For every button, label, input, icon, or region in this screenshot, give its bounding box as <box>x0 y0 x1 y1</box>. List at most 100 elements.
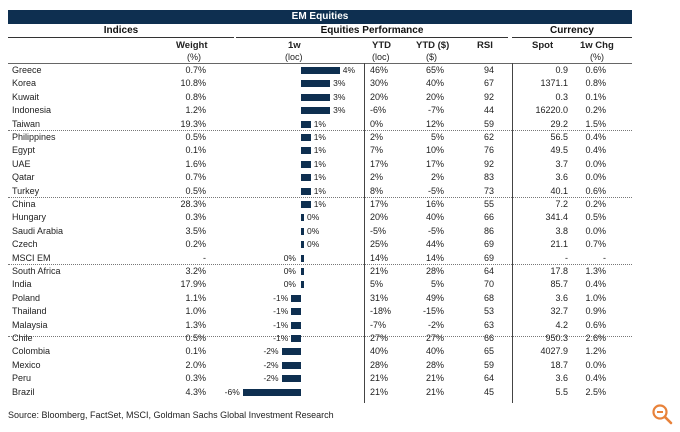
ytd-usd-header: YTD ($) <box>416 40 450 51</box>
group-separator <box>8 130 632 131</box>
spot-value: 7.2 <box>555 199 568 209</box>
rsi-value: 83 <box>483 172 494 183</box>
ytd-usd-value: 65% <box>425 65 444 75</box>
ytd-usd-value: -7% <box>427 105 444 116</box>
chg-header: 1w Chg <box>580 40 614 51</box>
bar-1w <box>301 80 331 88</box>
ytd-usd-value: 21% <box>425 373 444 384</box>
spot-value: 18.7 <box>550 359 568 370</box>
weight-value: 2.0% <box>185 359 206 370</box>
index-name: Egypt <box>12 145 36 156</box>
bar-1w <box>281 348 301 356</box>
bar-1w <box>301 174 311 182</box>
indices-header: Indices <box>103 25 139 36</box>
currency-header: Currency <box>550 25 594 36</box>
group-separator <box>8 264 632 265</box>
spot-value: 3.8 <box>555 225 568 236</box>
index-name: Thailand <box>12 306 47 317</box>
weight-value: 0.2% <box>185 239 206 250</box>
index-name: China <box>12 199 36 209</box>
rsi-value: 59 <box>483 118 494 129</box>
ytd-usd-value: 2% <box>430 172 444 183</box>
ytd-value: 21% <box>370 373 389 384</box>
spot-value: - <box>565 252 568 263</box>
bar-1w <box>301 281 304 289</box>
header-rule <box>8 63 632 64</box>
ytd-usd-value: 5% <box>430 279 444 290</box>
ytd-usd-value: -5% <box>427 225 444 236</box>
indices-rule <box>8 37 234 38</box>
ytd-usd-value: 17% <box>425 158 444 169</box>
rsi-value: 59 <box>483 359 494 370</box>
chg-unit: (%) <box>590 52 604 62</box>
weight-value: 0.7% <box>185 65 206 75</box>
spot-value: 0.3 <box>555 91 568 102</box>
rsi-value: 45 <box>483 386 494 397</box>
bar-value-label: 0% <box>283 279 296 290</box>
rsi-value: 67 <box>483 78 494 89</box>
chg-value: 1.2% <box>585 346 606 357</box>
index-name: South Africa <box>12 266 61 276</box>
index-name: India <box>12 279 32 290</box>
spot-value: 5.5 <box>555 386 568 397</box>
rsi-value: 92 <box>483 158 494 169</box>
index-name: Qatar <box>12 172 35 183</box>
ytd-usd-value: 44% <box>425 239 444 250</box>
ytd-value: 5% <box>370 279 384 290</box>
chg-value: 0.8% <box>585 78 606 89</box>
weight-value: 0.5% <box>185 185 206 196</box>
spot-value: 3.7 <box>555 158 568 169</box>
bar-1w <box>291 321 301 329</box>
ytd-value: 25% <box>370 239 389 250</box>
ytd-value: -6% <box>370 105 387 116</box>
ytd-value: -5% <box>370 225 387 236</box>
ytd-value: 14% <box>370 252 389 263</box>
performance-rule <box>236 37 508 38</box>
rsi-value: 92 <box>483 91 494 102</box>
weight-value: 0.5% <box>185 132 206 142</box>
table-title: EM Equities <box>8 10 632 24</box>
weight-value: 0.1% <box>185 145 206 156</box>
weight-value: 0.3% <box>185 373 206 384</box>
chg-value: 0.0% <box>585 172 606 183</box>
spot-value: 0.9 <box>555 65 568 75</box>
bar-value-label: 3% <box>333 105 346 116</box>
spot-value: 85.7 <box>550 279 568 290</box>
rsi-value: 63 <box>483 319 494 330</box>
rsi-value: 70 <box>483 279 494 290</box>
rsi-value: 64 <box>483 373 494 384</box>
index-name: Turkey <box>12 185 40 196</box>
bar-value-label: -2% <box>263 359 279 370</box>
index-name: Poland <box>12 292 41 303</box>
index-name: MSCI EM <box>12 252 51 263</box>
bar-value-label: 3% <box>333 78 346 89</box>
bar-1w <box>301 227 304 235</box>
ytd-value: 2% <box>370 132 384 142</box>
spot-value: 29.2 <box>550 118 568 129</box>
bar-value-label: 1% <box>313 145 326 156</box>
spot-value: 3.6 <box>555 172 568 183</box>
weight-value: 1.3% <box>185 319 206 330</box>
ytd-value: 20% <box>370 212 389 223</box>
bar-value-label: -1% <box>273 306 289 317</box>
index-name: Greece <box>12 65 42 75</box>
bar-1w <box>301 201 311 208</box>
ytd-usd-value: 40% <box>425 346 444 357</box>
rsi-value: 66 <box>483 333 494 343</box>
ytd-usd-value: 14% <box>425 252 444 263</box>
rsi-value: 94 <box>483 65 494 75</box>
spot-value: 16220.0 <box>535 105 568 116</box>
spot-value: 4.2 <box>555 319 568 330</box>
chg-value: 1.5% <box>585 118 606 129</box>
index-name: Colombia <box>12 346 51 357</box>
ytd-value: 28% <box>370 359 389 370</box>
chg-value: 2.5% <box>585 386 606 397</box>
index-name: Philippines <box>12 132 56 142</box>
source-note: Source: Bloomberg, FactSet, MSCI, Goldma… <box>8 410 334 420</box>
ytd-usd-value: 28% <box>425 359 444 370</box>
chg-value: 0.4% <box>585 279 606 290</box>
rsi-value: 76 <box>483 145 494 156</box>
zoom-icon[interactable] <box>651 403 673 425</box>
rsi-value: 64 <box>483 266 494 276</box>
ytd-value: -7% <box>370 319 387 330</box>
